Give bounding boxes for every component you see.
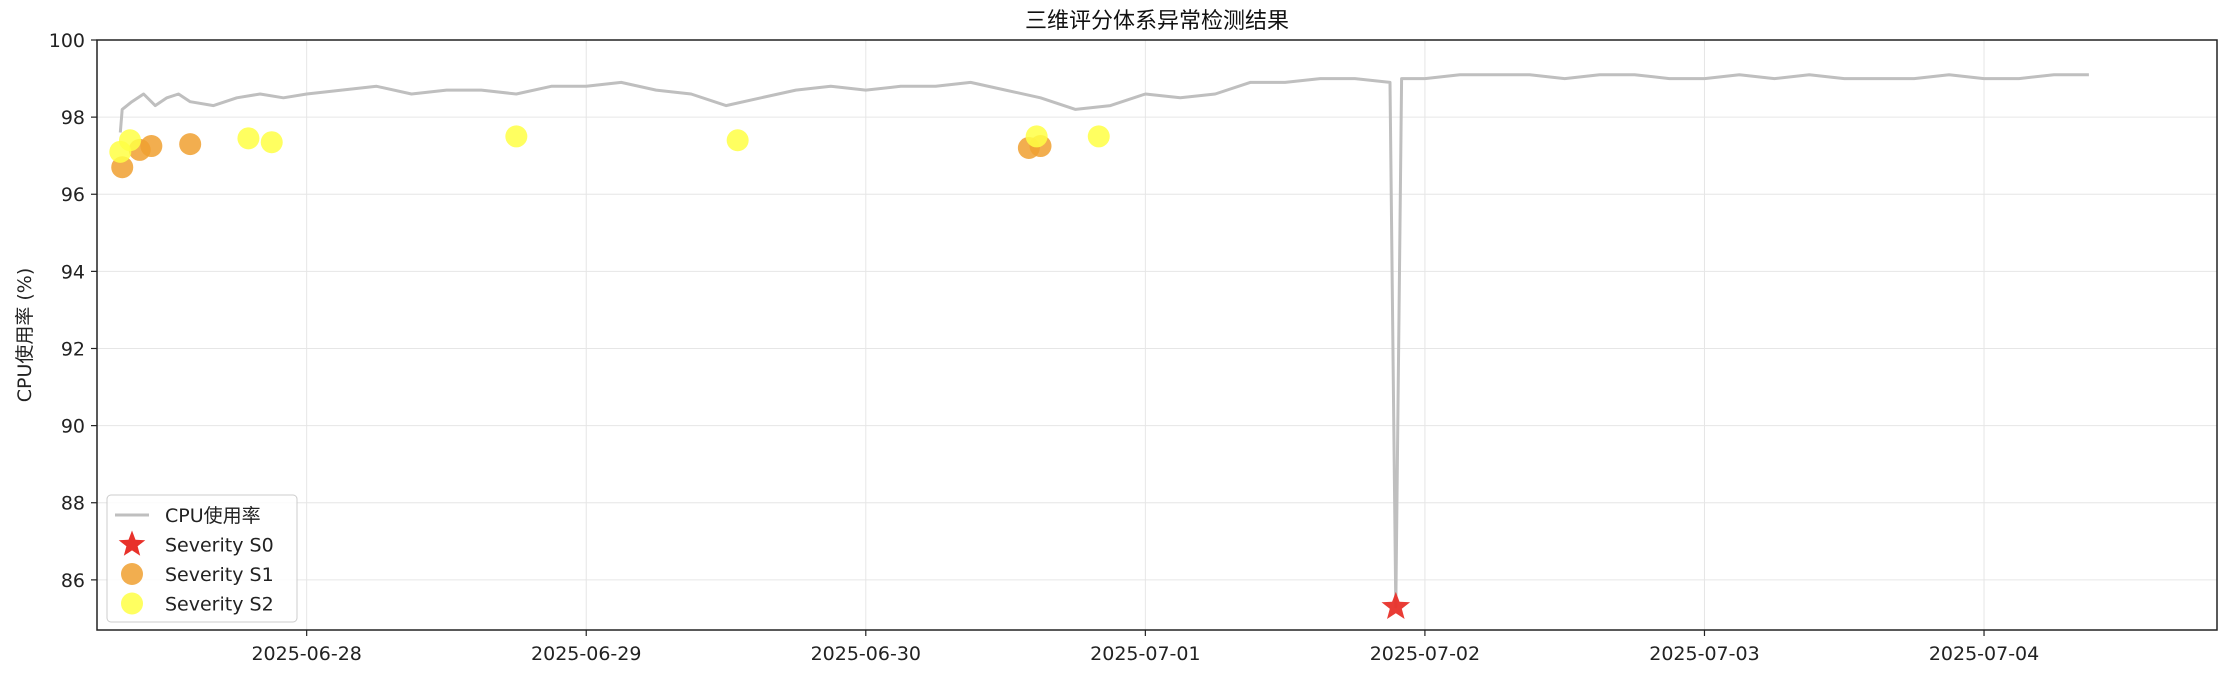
series-severity-s2 [109, 125, 1110, 163]
anomaly-point-s2 [505, 125, 528, 148]
x-tick-label: 2025-07-01 [1090, 643, 1200, 665]
x-tick-label: 2025-06-29 [531, 643, 641, 665]
y-tick-label: 90 [61, 416, 85, 438]
x-tick-label: 2025-07-04 [1929, 643, 2039, 665]
cpu-usage-line [118, 73, 2089, 609]
anomaly-point-s2 [1025, 125, 1048, 148]
anomaly-point-s2 [726, 129, 749, 152]
legend-label: Severity S2 [165, 594, 274, 616]
series-severity-s0 [1381, 591, 1411, 619]
legend-swatch-circle [121, 563, 143, 585]
legend-label: CPU使用率 [165, 505, 261, 527]
anomaly-point-s1 [179, 133, 202, 156]
legend-box [106, 494, 298, 623]
y-tick-label: 88 [61, 493, 85, 515]
x-tick-label: 2025-07-03 [1649, 643, 1759, 665]
x-tick-label: 2025-06-30 [811, 643, 921, 665]
legend-swatch-circle [121, 592, 143, 615]
y-tick-label: 92 [61, 338, 85, 360]
grid-lines [97, 39, 2217, 630]
legend: CPU使用率 Severity S0 Severity S1 Severity S2 [106, 494, 298, 623]
y-tick-label: 96 [61, 184, 85, 206]
series-severity-s1 [111, 133, 1052, 179]
y-tick-label: 94 [61, 261, 85, 283]
y-axis-label: CPU使用率 (%) [14, 268, 36, 403]
legend-swatch-star [118, 530, 146, 556]
anomaly-point-s0 [1381, 591, 1411, 619]
plot-frame [96, 39, 2218, 631]
anomaly-point-s2 [1087, 125, 1110, 148]
x-tick-label: 2025-07-02 [1370, 643, 1480, 665]
anomaly-point-s2 [260, 131, 283, 154]
legend-label: Severity S0 [165, 535, 274, 557]
y-tick-label: 98 [61, 107, 85, 129]
y-axis: 86 88 90 92 94 96 98 100 [49, 30, 97, 592]
y-tick-label: 86 [61, 570, 85, 592]
anomaly-point-s2 [119, 129, 142, 152]
x-tick-label: 2025-06-28 [251, 643, 361, 665]
anomaly-point-s1 [140, 135, 163, 158]
y-tick-label: 100 [49, 30, 85, 52]
anomaly-point-s2 [237, 127, 260, 150]
series-cpu使用率 [118, 73, 2089, 609]
x-axis: 2025-06-28 2025-06-29 2025-06-30 2025-07-01… [251, 630, 2039, 665]
series-layer [109, 73, 2089, 619]
chart-title: 三维评分体系异常检测结果 [1025, 9, 1289, 34]
legend-label: Severity S1 [165, 564, 274, 586]
